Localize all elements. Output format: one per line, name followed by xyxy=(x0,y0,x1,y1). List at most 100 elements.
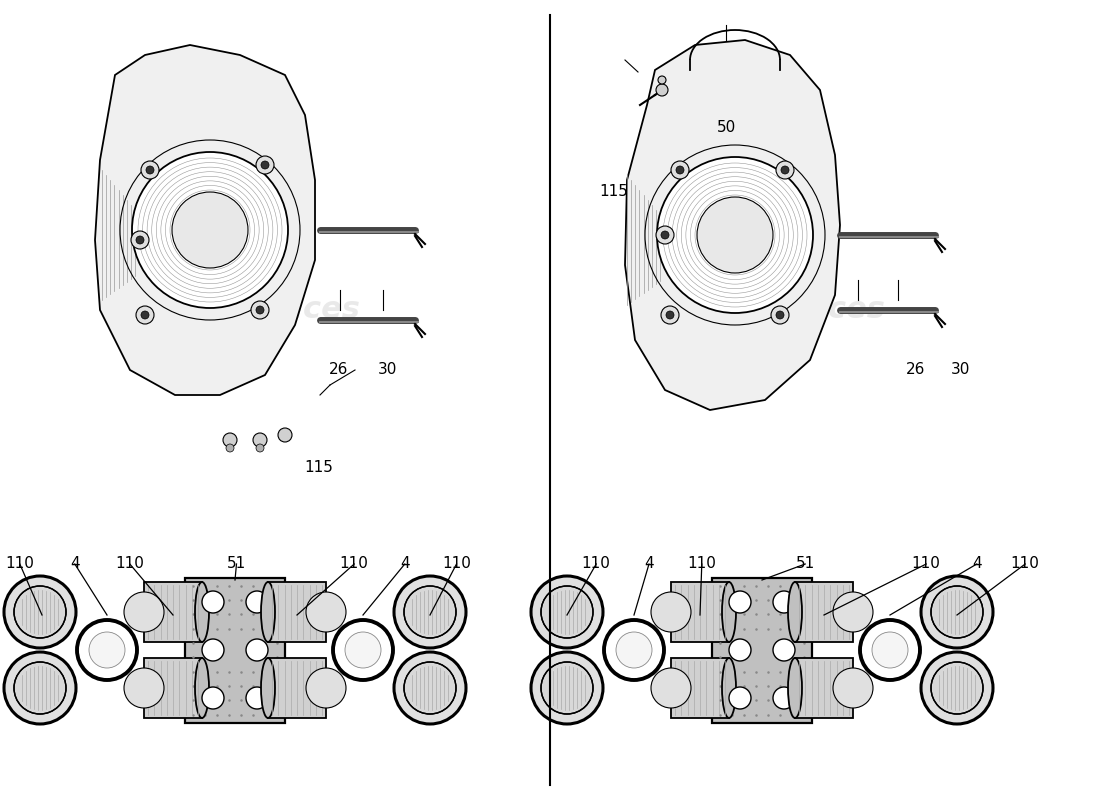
Circle shape xyxy=(776,311,784,319)
Circle shape xyxy=(246,687,268,709)
Circle shape xyxy=(661,306,679,324)
Circle shape xyxy=(141,311,149,319)
Circle shape xyxy=(531,652,603,724)
Circle shape xyxy=(541,662,593,714)
Circle shape xyxy=(921,576,993,648)
Text: 26: 26 xyxy=(329,362,349,377)
Circle shape xyxy=(136,306,154,324)
Text: 110: 110 xyxy=(912,557,940,571)
Text: 51: 51 xyxy=(795,557,815,571)
Circle shape xyxy=(773,591,795,613)
Circle shape xyxy=(931,586,983,638)
Circle shape xyxy=(656,84,668,96)
Text: 110: 110 xyxy=(1011,557,1040,571)
Circle shape xyxy=(4,652,76,724)
Text: 110: 110 xyxy=(116,557,144,571)
Circle shape xyxy=(773,687,795,709)
Text: 50: 50 xyxy=(716,121,736,135)
FancyBboxPatch shape xyxy=(671,658,729,718)
Circle shape xyxy=(604,620,664,680)
Circle shape xyxy=(132,152,288,308)
Text: 110: 110 xyxy=(582,557,610,571)
Circle shape xyxy=(246,591,268,613)
Text: 26: 26 xyxy=(905,362,925,377)
Circle shape xyxy=(256,306,264,314)
Circle shape xyxy=(77,620,138,680)
Circle shape xyxy=(671,161,689,179)
Circle shape xyxy=(141,161,160,179)
Circle shape xyxy=(860,620,920,680)
Circle shape xyxy=(14,586,66,638)
Ellipse shape xyxy=(788,582,802,642)
Text: 4: 4 xyxy=(972,557,981,571)
Text: 4: 4 xyxy=(645,557,653,571)
Circle shape xyxy=(306,592,346,632)
Circle shape xyxy=(202,687,224,709)
Circle shape xyxy=(124,592,164,632)
Circle shape xyxy=(833,668,873,708)
Circle shape xyxy=(657,157,813,313)
Circle shape xyxy=(651,668,691,708)
Circle shape xyxy=(223,433,236,447)
Text: 30: 30 xyxy=(950,362,970,377)
Circle shape xyxy=(261,161,270,169)
FancyBboxPatch shape xyxy=(712,578,812,722)
Circle shape xyxy=(131,231,149,249)
Circle shape xyxy=(14,662,66,714)
Circle shape xyxy=(345,632,381,668)
FancyBboxPatch shape xyxy=(268,658,326,718)
Text: 110: 110 xyxy=(688,557,716,571)
Circle shape xyxy=(394,576,466,648)
Circle shape xyxy=(172,192,248,268)
Ellipse shape xyxy=(261,658,275,718)
FancyBboxPatch shape xyxy=(795,582,852,642)
Circle shape xyxy=(278,428,292,442)
Polygon shape xyxy=(625,40,840,410)
Text: 51: 51 xyxy=(227,557,246,571)
Text: 4: 4 xyxy=(400,557,409,571)
Ellipse shape xyxy=(788,658,802,718)
Ellipse shape xyxy=(722,582,736,642)
Ellipse shape xyxy=(722,658,736,718)
Circle shape xyxy=(136,236,144,244)
Ellipse shape xyxy=(261,582,275,642)
Circle shape xyxy=(666,311,674,319)
Ellipse shape xyxy=(195,582,209,642)
Circle shape xyxy=(833,592,873,632)
Circle shape xyxy=(541,586,593,638)
Circle shape xyxy=(676,166,684,174)
Circle shape xyxy=(651,592,691,632)
Text: 110: 110 xyxy=(340,557,368,571)
Circle shape xyxy=(697,197,773,273)
FancyBboxPatch shape xyxy=(144,658,202,718)
Circle shape xyxy=(531,576,603,648)
Polygon shape xyxy=(95,45,315,395)
Circle shape xyxy=(729,687,751,709)
FancyBboxPatch shape xyxy=(795,658,852,718)
Circle shape xyxy=(256,156,274,174)
Circle shape xyxy=(124,668,164,708)
Text: 115: 115 xyxy=(600,185,628,199)
Circle shape xyxy=(251,301,270,319)
Circle shape xyxy=(658,76,666,84)
Circle shape xyxy=(616,632,652,668)
Circle shape xyxy=(404,662,456,714)
Circle shape xyxy=(226,444,234,452)
Circle shape xyxy=(306,668,346,708)
Circle shape xyxy=(202,591,224,613)
Circle shape xyxy=(776,161,794,179)
Circle shape xyxy=(394,652,466,724)
Circle shape xyxy=(771,306,789,324)
Circle shape xyxy=(781,166,789,174)
Circle shape xyxy=(146,166,154,174)
Circle shape xyxy=(4,576,76,648)
Text: 110: 110 xyxy=(6,557,34,571)
Circle shape xyxy=(729,591,751,613)
Circle shape xyxy=(202,639,224,661)
Circle shape xyxy=(404,586,456,638)
Circle shape xyxy=(931,662,983,714)
Circle shape xyxy=(773,639,795,661)
FancyBboxPatch shape xyxy=(144,582,202,642)
FancyBboxPatch shape xyxy=(268,582,326,642)
Circle shape xyxy=(256,444,264,452)
